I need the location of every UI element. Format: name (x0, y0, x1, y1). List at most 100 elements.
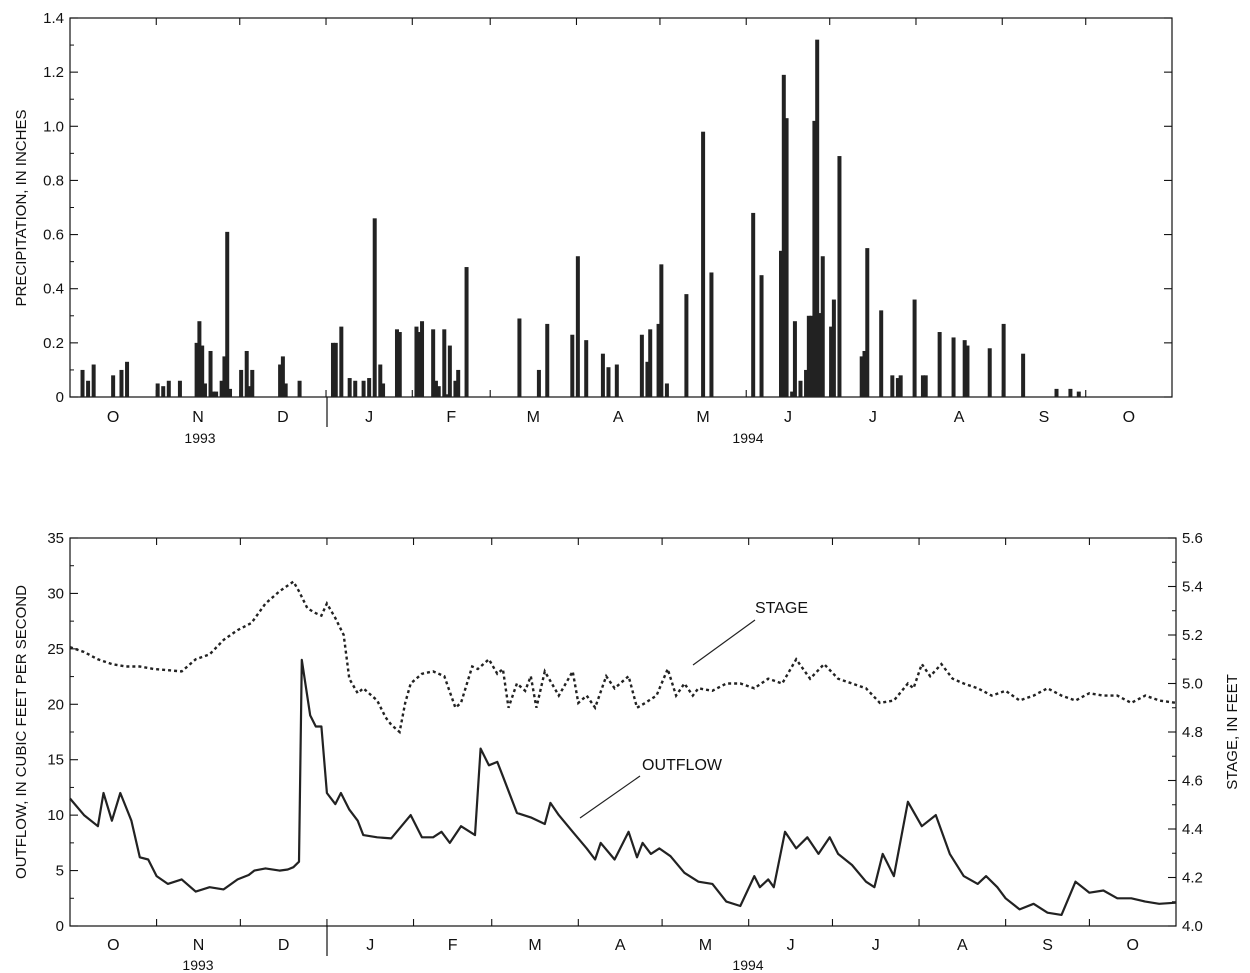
y2-tick-label: 4.6 (1182, 773, 1203, 790)
precipitation-bar (820, 256, 825, 397)
precipitation-bar (912, 299, 917, 397)
x-tick-label: O (107, 937, 119, 954)
y2-tick-label: 5.4 (1182, 579, 1203, 596)
precipitation-bar (211, 391, 216, 397)
x-tick-label: J (869, 409, 877, 426)
precipitation-bar (570, 334, 575, 397)
x-tick-label: N (193, 937, 205, 954)
precipitation-bar (417, 332, 422, 397)
y2-tick-label: 4.4 (1182, 821, 1203, 838)
precipitation-bar (895, 378, 900, 397)
precipitation-bar (606, 367, 611, 397)
precipitation-plot-frame (69, 17, 1173, 398)
precipitation-bar (228, 388, 233, 397)
y2-tick-label: 4.2 (1182, 870, 1203, 887)
precipitation-y-axis: 0 0.2 0.4 0.6 0.8 1.0 1.2 1.4 (43, 10, 1172, 406)
x-tick-label: N (192, 409, 204, 426)
y-tick-label: 5 (56, 863, 64, 880)
precipitation-bar (517, 318, 522, 397)
stage-y-axis-title: STAGE, IN FEET (1224, 674, 1241, 790)
precipitation-bar (177, 380, 182, 397)
y-tick-label: 0.8 (43, 172, 64, 189)
outflow-annotation-leader (579, 775, 641, 819)
precipitation-bar (1076, 391, 1081, 397)
precipitation-bar (865, 248, 870, 397)
outflow-year-label-1994: 1994 (732, 957, 763, 973)
precipitation-bar (445, 394, 450, 397)
precipitation-bar (815, 39, 820, 398)
precipitation-bar (361, 380, 366, 397)
precipitation-bar (659, 264, 664, 397)
y-tick-label: 0.6 (43, 227, 64, 244)
outflow-stage-chart: 0 5 10 15 20 25 30 35 4.0 4.2 4.4 4.6 4.8 5.0 5.2 5.4 5… (13, 530, 1241, 973)
precipitation-bar (575, 256, 580, 397)
outflow-y-axis-title: OUTFLOW, IN CUBIC FEET PER SECOND (13, 585, 30, 879)
precipitation-bar (353, 380, 358, 397)
precipitation-bar (701, 131, 706, 397)
precipitation-bar (381, 383, 386, 397)
precipitation-bar (879, 310, 884, 397)
x-tick-label: M (528, 937, 541, 954)
precipitation-bar (244, 350, 249, 397)
precipitation-bar (283, 383, 288, 397)
stage-series-line (69, 579, 1177, 735)
precipitation-bar (333, 342, 338, 397)
precipitation-bar (464, 267, 469, 397)
stage-annotation-leader (692, 619, 756, 666)
precipitation-bar (339, 326, 344, 397)
precipitation-bar (898, 375, 903, 397)
precipitation-bar (208, 350, 213, 397)
precipitation-bar (779, 250, 784, 397)
precipitation-bar (456, 369, 461, 397)
x-tick-label: J (787, 937, 795, 954)
precipitation-bar (119, 369, 124, 397)
precipitation-bar (431, 329, 436, 397)
x-tick-label: A (615, 937, 626, 954)
precipitation-bar (250, 369, 255, 397)
precipitation-bar (962, 340, 967, 397)
precipitation-bar (639, 334, 644, 397)
precipitation-bar (709, 272, 714, 397)
precipitation-bar (862, 350, 867, 397)
precipitation-bar (829, 326, 834, 397)
precipitation-bar (859, 356, 864, 397)
precipitation-bar (781, 74, 786, 397)
precipitation-bar (751, 212, 756, 397)
y-tick-label: 0 (56, 389, 64, 406)
precipitation-bar (397, 332, 402, 397)
precipitation-bar (125, 361, 130, 397)
precipitation-bar (656, 323, 661, 397)
precipitation-bar (91, 364, 96, 397)
precipitation-bar (951, 337, 956, 397)
precipitation-bar (166, 380, 171, 397)
y-tick-label: 1.0 (43, 118, 64, 135)
x-tick-label: M (527, 409, 540, 426)
precipitation-bar (278, 364, 283, 397)
precipitation-bar (584, 340, 589, 397)
precipitation-bar (239, 369, 244, 397)
precipitation-bar (1001, 323, 1006, 397)
precipitation-bar (222, 356, 227, 397)
x-tick-label: D (278, 937, 290, 954)
y2-tick-label: 4.0 (1182, 918, 1203, 935)
precipitation-bar (442, 329, 447, 397)
y-tick-label: 1.2 (43, 64, 64, 81)
precipitation-bar (200, 345, 205, 397)
precipitation-bar (790, 391, 795, 397)
precipitation-bar (86, 380, 91, 397)
precipitation-bar (372, 218, 377, 397)
outflow-year-label-1993: 1993 (182, 957, 213, 973)
precipitation-bar (219, 380, 224, 397)
precipitation-bar (784, 118, 789, 398)
precipitation-bar (394, 329, 399, 397)
precipitation-bar (197, 321, 202, 397)
precipitation-bar (280, 356, 285, 397)
precipitation-bar (817, 313, 822, 397)
y-tick-label: 25 (47, 641, 64, 658)
precipitation-bar (297, 380, 302, 397)
precipitation-bar (664, 383, 669, 397)
x-tick-label: J (872, 937, 880, 954)
x-tick-label: S (1042, 937, 1053, 954)
